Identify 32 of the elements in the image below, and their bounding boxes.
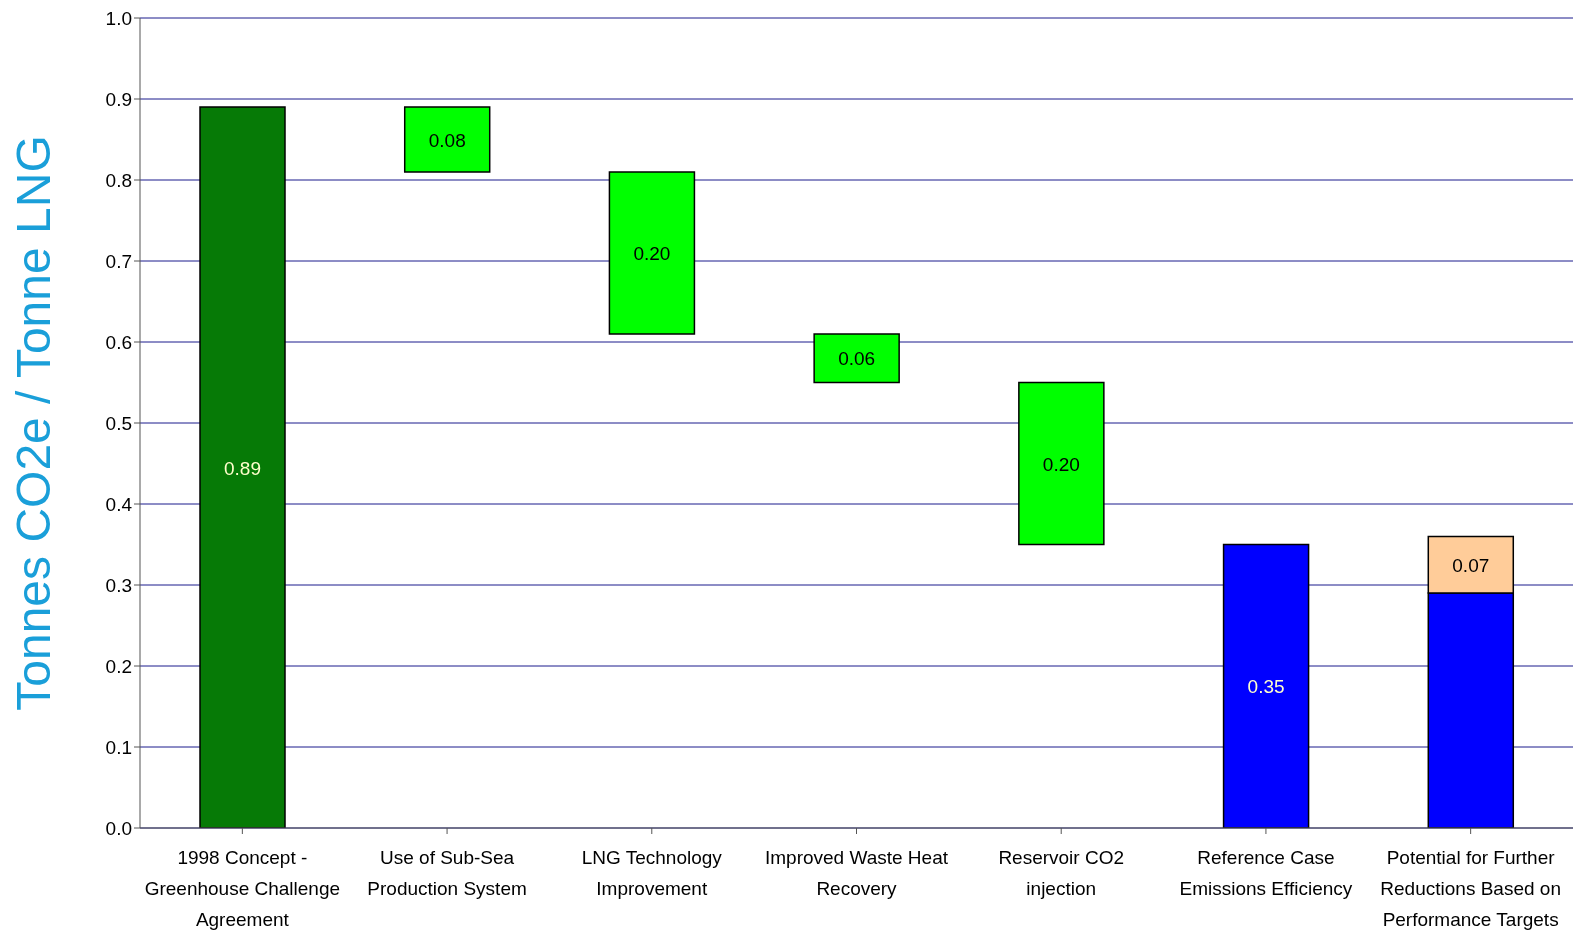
- data-label: 0.89: [224, 457, 261, 479]
- x-tick-label: LNG Technology Improvement: [581, 847, 723, 899]
- bar: [403, 106, 491, 173]
- x-tick-label: 1998 Concept - Greenhouse Challenge Agreement: [144, 847, 341, 930]
- y-tick-label: 0.1: [105, 736, 132, 758]
- data-label: 0.35: [1247, 676, 1285, 698]
- bar: [199, 106, 286, 828]
- y-tick-label: 0.6: [105, 331, 132, 353]
- data-label: 0.20: [633, 242, 671, 264]
- data-label: 0.06: [838, 348, 876, 370]
- y-tick-label: 0.0: [105, 817, 132, 839]
- bar: [813, 333, 900, 384]
- x-tick-label: Reservoir CO2 injection: [998, 847, 1125, 899]
- y-axis-title: Tonnes CO2e / Tonne LNG: [7, 135, 61, 711]
- y-tick-label: 0.9: [105, 88, 132, 110]
- y-tick-label: 0.3: [105, 574, 132, 596]
- data-label: 0.20: [1042, 453, 1080, 475]
- data-label: 0.08: [428, 129, 466, 151]
- x-tick-label: Reference Case Emissions Efficiency: [1179, 847, 1353, 899]
- x-tick-label: Use of Sub-Sea Production System: [367, 847, 527, 899]
- x-tick-label: Improved Waste Heat Recovery: [764, 847, 949, 899]
- y-tick-label: 0.2: [105, 655, 132, 677]
- y-tick-label: 0.5: [105, 412, 132, 434]
- x-tick-label: Potential for Further Reductions Based on Performance Targets: [1380, 847, 1561, 930]
- bar: [1222, 543, 1310, 828]
- y-tick-label: 1.0: [105, 7, 132, 29]
- bar: [608, 171, 696, 335]
- bar: [1018, 381, 1105, 546]
- data-label: 0.07: [1452, 554, 1490, 576]
- y-tick-label: 0.4: [105, 493, 133, 515]
- y-tick-label: 0.7: [105, 250, 132, 272]
- y-tick-label: 0.8: [105, 169, 132, 191]
